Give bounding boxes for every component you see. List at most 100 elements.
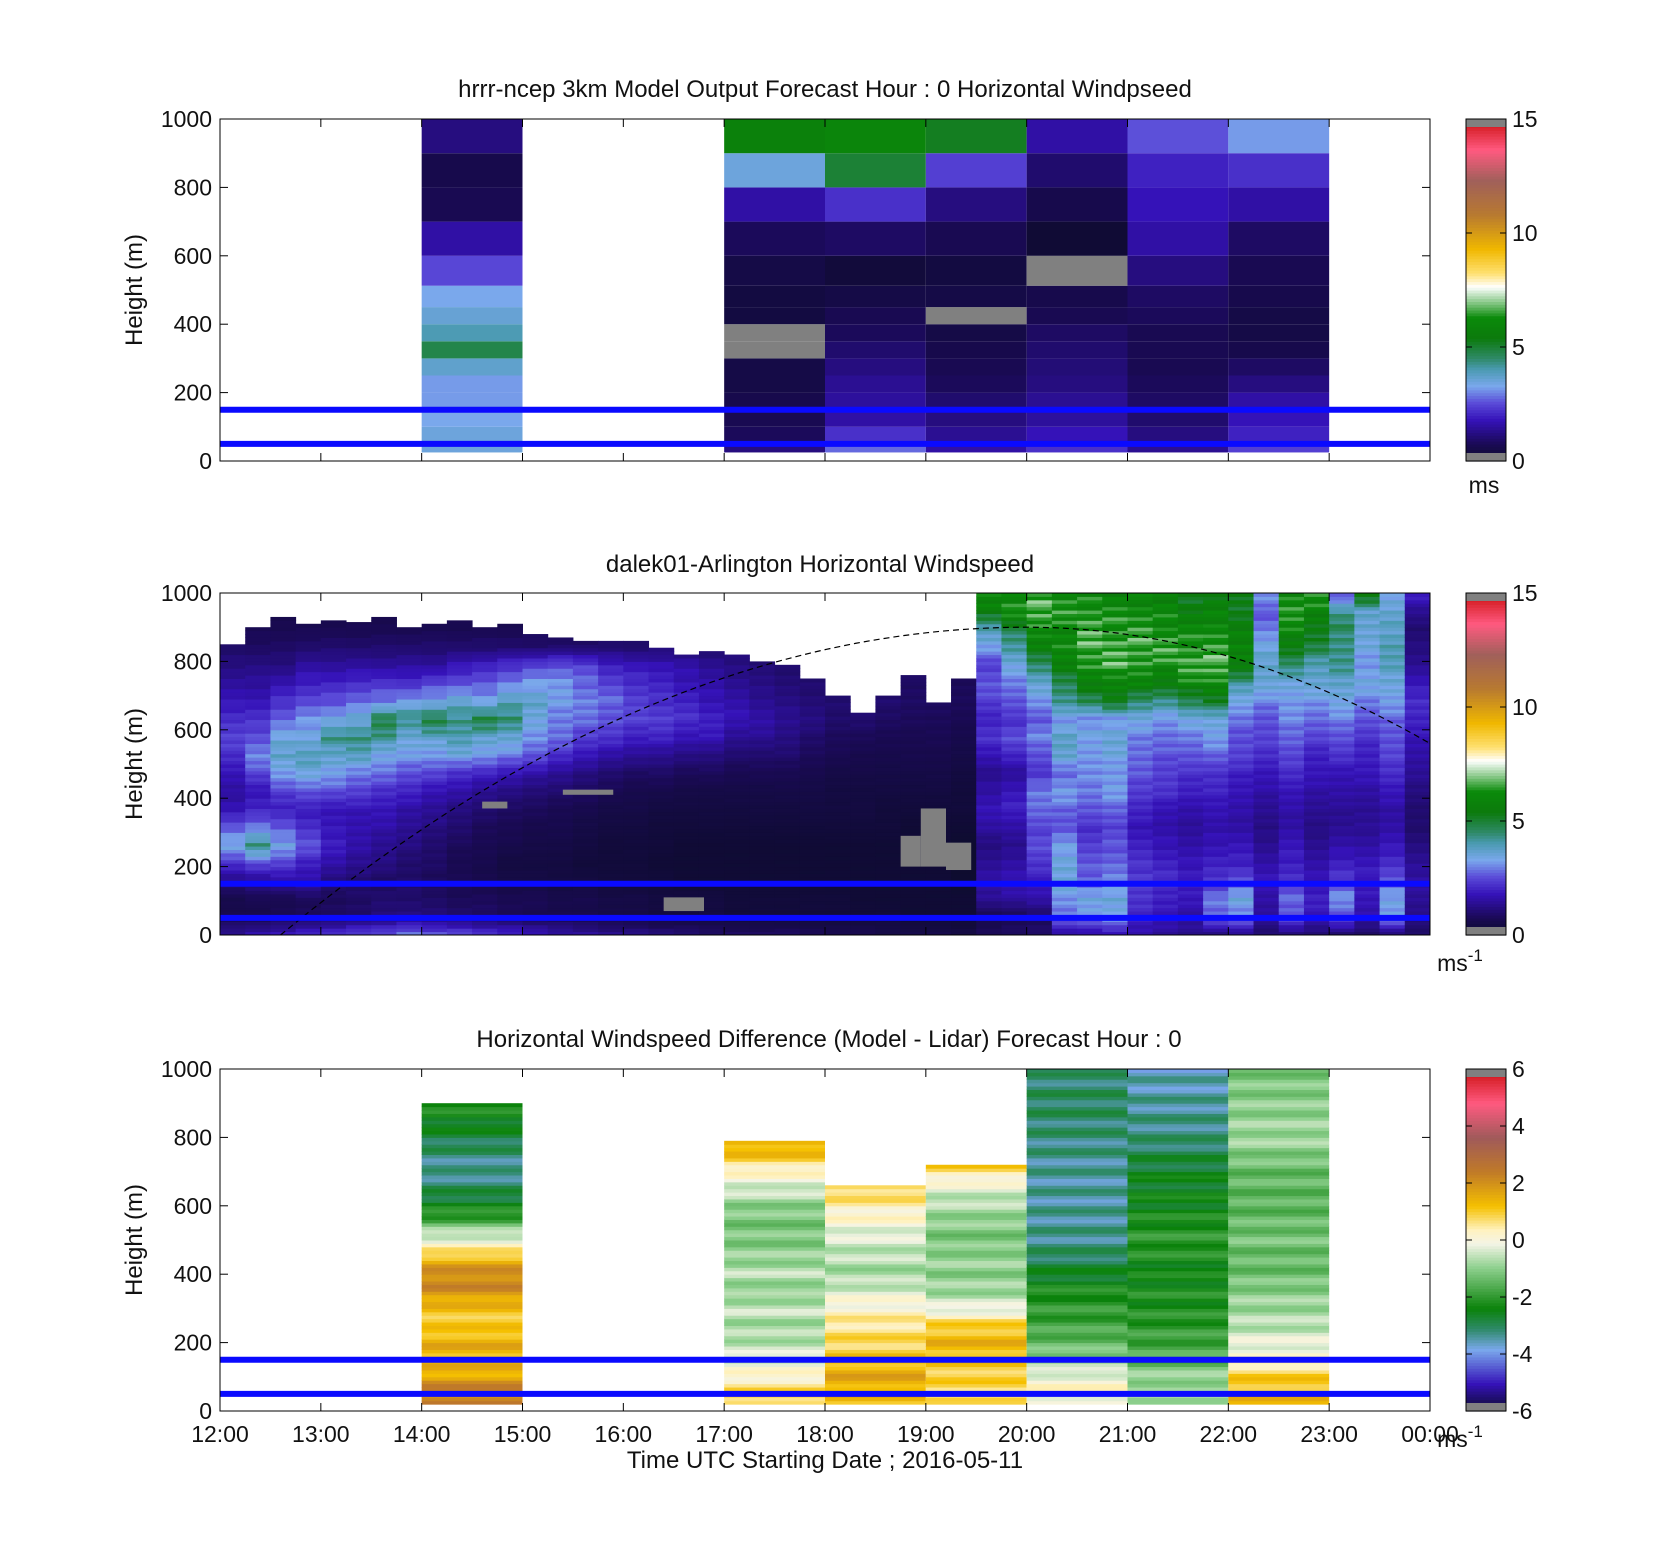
lidar-cell bbox=[446, 794, 473, 799]
lidar-cell bbox=[1102, 777, 1128, 782]
lidar-cell bbox=[774, 856, 801, 861]
lidar-cell bbox=[320, 620, 347, 625]
lidar-cell bbox=[245, 777, 271, 782]
lidar-cell bbox=[1152, 924, 1179, 929]
lidar-cell bbox=[1051, 644, 1078, 649]
lidar-cell bbox=[1253, 911, 1280, 915]
lidar-cell bbox=[648, 712, 675, 717]
lidar-cell bbox=[951, 805, 977, 809]
lidar-cell bbox=[976, 736, 1002, 741]
lidar-cell bbox=[1203, 873, 1229, 878]
lidar-cell bbox=[648, 876, 675, 881]
lidar-cell bbox=[1278, 866, 1305, 871]
lidar-cell bbox=[1102, 664, 1128, 669]
lidar-cell bbox=[850, 863, 876, 868]
lidar-cell bbox=[1203, 681, 1229, 686]
lidar-cell bbox=[396, 781, 423, 786]
lidar-cell bbox=[1051, 610, 1078, 615]
lidar-cell bbox=[497, 842, 523, 847]
lidar-cell bbox=[925, 801, 952, 806]
lidar-cell bbox=[698, 832, 725, 837]
lidar-cell bbox=[1228, 746, 1255, 751]
lidar-cell bbox=[270, 887, 297, 892]
lidar-cell bbox=[648, 870, 675, 874]
lidar-cell bbox=[850, 870, 876, 874]
lidar-cell bbox=[1354, 603, 1381, 608]
lidar-cell bbox=[1228, 873, 1255, 878]
difference-cell bbox=[421, 1284, 523, 1289]
lidar-cell bbox=[1177, 746, 1204, 751]
lidar-cell bbox=[1329, 705, 1355, 710]
lidar-cell bbox=[522, 644, 549, 649]
lidar-cell bbox=[371, 671, 397, 676]
lidar-cell bbox=[799, 685, 826, 690]
colorbar-swatch bbox=[1466, 715, 1506, 719]
lidar-cell bbox=[396, 791, 423, 796]
model-cell bbox=[825, 341, 926, 359]
colorbar-swatch bbox=[1466, 272, 1506, 277]
lidar-cell bbox=[346, 726, 372, 731]
lidar-cell bbox=[472, 904, 498, 909]
lidar-cell bbox=[774, 825, 801, 830]
lidar-cell bbox=[1404, 849, 1430, 854]
lidar-cell bbox=[1102, 610, 1128, 615]
difference-cell bbox=[724, 1366, 825, 1371]
lidar-cell bbox=[446, 801, 473, 806]
lidar-cell bbox=[572, 651, 599, 656]
lidar-cell bbox=[623, 644, 650, 649]
lidar-cell bbox=[774, 753, 801, 758]
lidar-cell bbox=[1203, 709, 1229, 714]
lidar-cell bbox=[1354, 712, 1381, 717]
lidar-cell bbox=[1001, 873, 1028, 878]
panel-2-reference-lines bbox=[220, 880, 1430, 921]
lidar-cell bbox=[724, 863, 750, 868]
lidar-cell bbox=[673, 767, 700, 772]
difference-cell bbox=[724, 1294, 825, 1299]
lidar-cell bbox=[1203, 599, 1229, 604]
lidar-cell bbox=[825, 709, 851, 714]
lidar-cell bbox=[976, 657, 1002, 662]
lidar-cell bbox=[900, 907, 927, 912]
lidar-cell bbox=[951, 921, 977, 926]
lidar-cell bbox=[245, 627, 271, 632]
lidar-cell bbox=[522, 661, 549, 666]
lidar-cell bbox=[774, 876, 801, 881]
lidar-cell bbox=[421, 678, 448, 683]
lidar-cell bbox=[1127, 678, 1154, 683]
lidar-cell bbox=[1278, 661, 1305, 666]
lidar-cell bbox=[522, 842, 549, 847]
lidar-cell bbox=[1102, 764, 1128, 768]
lidar-cell bbox=[522, 740, 549, 744]
lidar-cell bbox=[421, 828, 448, 833]
lidar-cell bbox=[1253, 733, 1280, 738]
lidar-cell bbox=[698, 702, 725, 707]
lidar-cell bbox=[799, 815, 826, 820]
lidar-cell bbox=[1026, 825, 1053, 830]
lidar-cell bbox=[346, 784, 372, 789]
lidar-cell bbox=[1404, 722, 1430, 727]
model-cell bbox=[724, 153, 825, 188]
lidar-cell bbox=[598, 798, 624, 803]
lidar-cell bbox=[497, 743, 523, 748]
lidar-cell bbox=[472, 911, 498, 915]
lidar-cell bbox=[295, 842, 322, 847]
lidar-cell bbox=[698, 781, 725, 786]
lidar-cell bbox=[522, 671, 549, 676]
lidar-cell bbox=[1203, 794, 1229, 799]
lidar-cell bbox=[421, 801, 448, 806]
lidar-cell bbox=[371, 870, 397, 874]
lidar-cell bbox=[1102, 640, 1128, 645]
lidar-cell bbox=[371, 815, 397, 820]
lidar-cell bbox=[698, 904, 725, 909]
lidar-cell bbox=[396, 644, 423, 649]
lidar-cell bbox=[396, 740, 423, 744]
lidar-cell bbox=[1001, 596, 1028, 601]
lidar-cell bbox=[1404, 640, 1430, 645]
colorbar-swatch bbox=[1466, 860, 1506, 865]
colorbar-swatch bbox=[1466, 173, 1506, 177]
lidar-cell bbox=[1253, 661, 1280, 666]
lidar-cell bbox=[623, 750, 650, 755]
lidar-cell bbox=[1026, 798, 1053, 803]
lidar-cell bbox=[1379, 606, 1406, 611]
lidar-cell bbox=[774, 719, 801, 724]
